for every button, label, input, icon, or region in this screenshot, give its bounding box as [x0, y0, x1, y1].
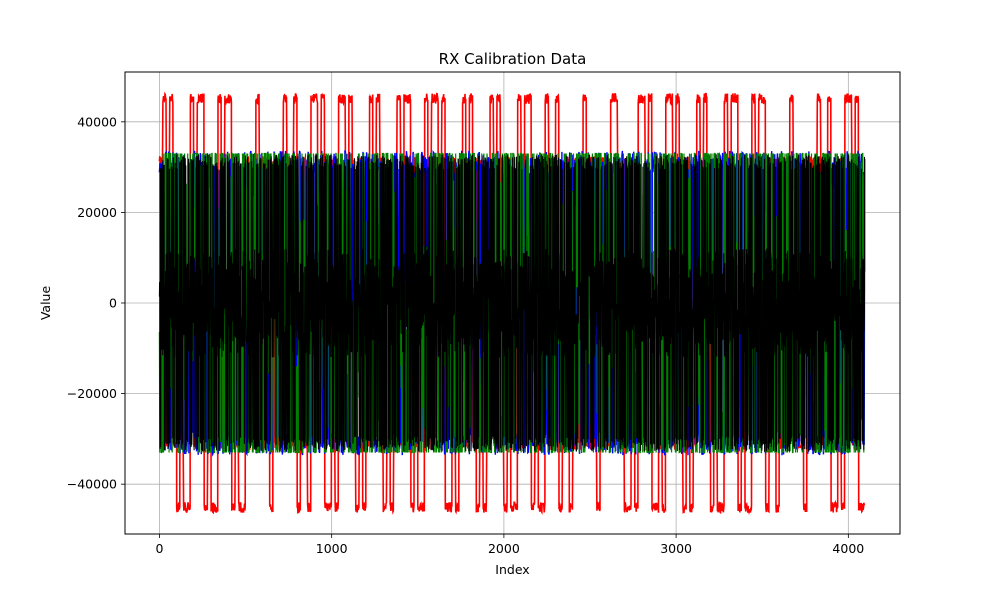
x-axis: 0 1000 2000 3000 4000: [155, 534, 864, 556]
x-tick-label: 4000: [832, 541, 864, 556]
x-tick-label: 0: [155, 541, 163, 556]
y-axis: −40000 −20000 0 20000 40000: [67, 114, 125, 492]
series-layer: [158, 91, 866, 515]
y-axis-label: Value: [38, 286, 53, 321]
y-tick-label: −40000: [67, 477, 117, 492]
chart-title: RX Calibration Data: [439, 50, 587, 68]
y-tick-label: 0: [109, 296, 117, 311]
x-tick-label: 2000: [488, 541, 520, 556]
y-tick-label: 20000: [77, 205, 117, 220]
y-tick-label: 40000: [77, 114, 117, 129]
x-tick-label: 1000: [316, 541, 348, 556]
x-axis-label: Index: [495, 562, 529, 577]
y-tick-label: −20000: [67, 386, 117, 401]
x-tick-label: 3000: [660, 541, 692, 556]
series-line: [158, 154, 866, 452]
